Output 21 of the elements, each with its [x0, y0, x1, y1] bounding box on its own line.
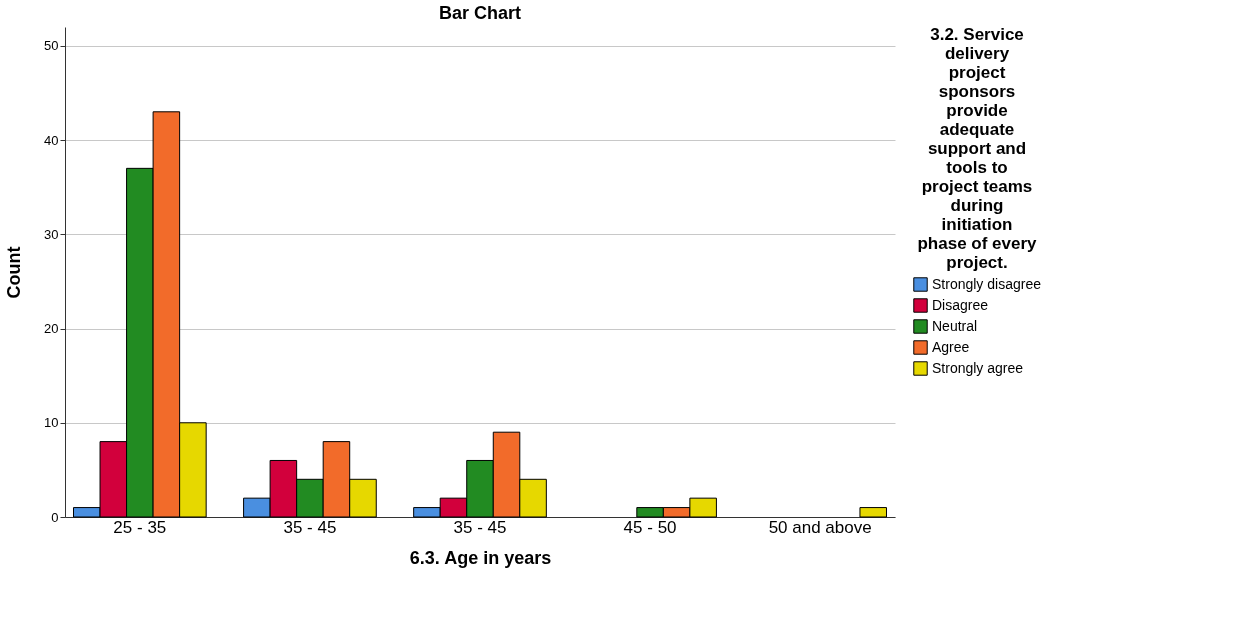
x-tick-label: 35 - 45 [453, 517, 507, 537]
legend-label: Neutral [932, 317, 978, 334]
legend-label: Agree [932, 338, 970, 355]
legend-label: Strongly agree [932, 359, 1024, 376]
x-tick-label: 35 - 45 [283, 517, 337, 537]
legend-label: Disagree [932, 296, 989, 313]
y-tick-label: 0 [51, 509, 59, 525]
y-axis-title: Count [4, 246, 25, 299]
y-tick-label: 10 [44, 415, 59, 431]
y-tick-label: 50 [44, 38, 59, 54]
y-tick-label: 30 [44, 226, 59, 242]
y-tick-label: 40 [44, 132, 59, 148]
x-tick-label: 50 and above [768, 517, 872, 537]
bar [859, 507, 887, 518]
y-tick-label: 20 [44, 321, 59, 337]
x-tick-label: 45 - 50 [623, 517, 677, 537]
x-tick-label: 25 - 35 [113, 517, 167, 537]
chart-title: Bar Chart [438, 3, 522, 23]
x-axis-title: 6.3. Age in years [409, 547, 552, 568]
text: 3.2. Service delivery project sponsors provide adequate support and tools to project teams during initiation phase of every project. [917, 25, 1037, 272]
legend-label: Strongly disagree [932, 275, 1042, 292]
